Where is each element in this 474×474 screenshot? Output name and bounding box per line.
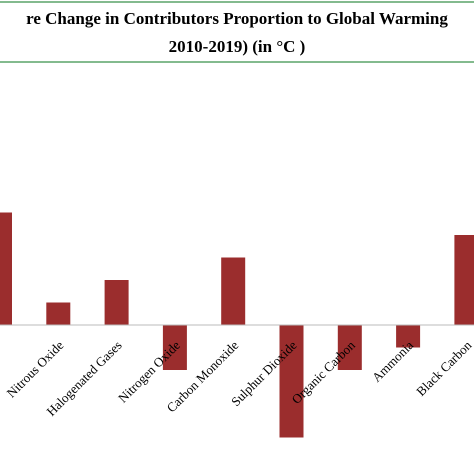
- chart-subtitle: 2010-2019) (in °C ): [169, 37, 306, 56]
- chart-title: re Change in Contributors Proportion to …: [26, 9, 448, 28]
- x-tick-label: Black Carbon: [413, 337, 474, 399]
- bar: [396, 325, 421, 348]
- bar: [279, 325, 304, 438]
- bar: [104, 280, 129, 325]
- bar: [221, 257, 246, 325]
- x-tick-label: Nitrous Oxide: [3, 337, 66, 400]
- x-tick-label: Ammonia: [369, 337, 417, 385]
- bar: [46, 302, 71, 325]
- title-box: [0, 1, 474, 63]
- bar: [454, 235, 474, 325]
- bar: [162, 325, 187, 370]
- bar: [337, 325, 362, 370]
- bar: [0, 212, 12, 325]
